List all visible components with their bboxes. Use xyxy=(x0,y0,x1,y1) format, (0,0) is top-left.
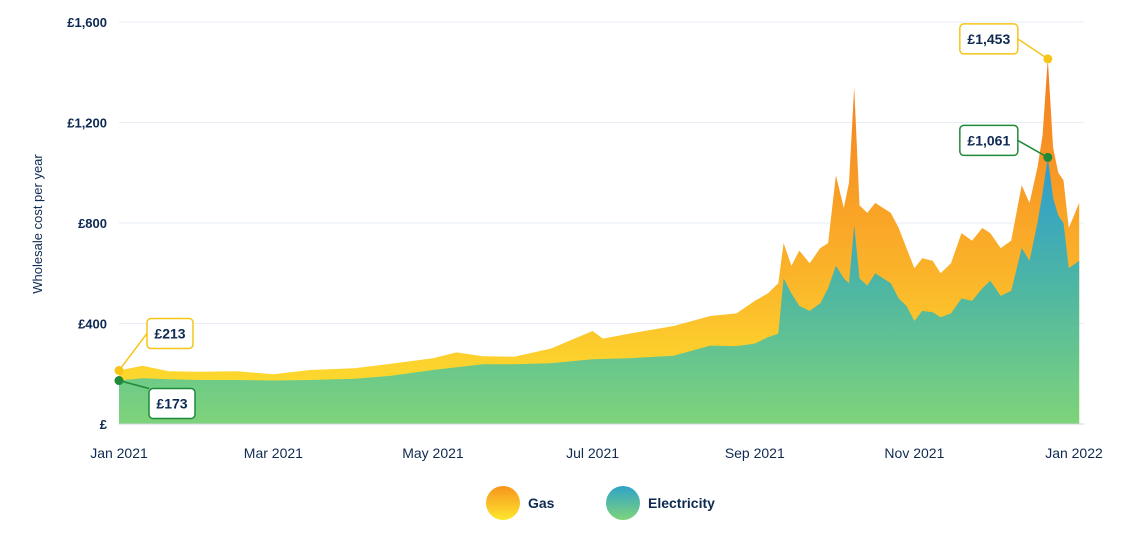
x-tick-label: Jul 2021 xyxy=(566,445,619,461)
callout-label: £1,453 xyxy=(967,31,1010,47)
y-tick-label: £800 xyxy=(78,216,107,231)
y-tick-label: £400 xyxy=(78,317,107,332)
gas-swatch-icon xyxy=(486,486,520,520)
x-tick-label: May 2021 xyxy=(402,445,464,461)
callout-line xyxy=(1017,139,1049,159)
legend-item-electricity: Electricity xyxy=(606,486,715,520)
callout-box xyxy=(148,387,196,420)
legend: Gas Electricity xyxy=(0,486,1134,526)
x-tick-label: Jan 2022 xyxy=(1045,445,1103,461)
data-point-marker xyxy=(1043,54,1053,64)
y-tick-label: £ xyxy=(100,417,108,432)
callout-label: £213 xyxy=(154,325,185,341)
annotations: £213 £173 £1,453 £1,061 xyxy=(114,23,1053,420)
electricity-area xyxy=(119,157,1080,424)
electricity-swatch-icon xyxy=(606,486,640,520)
callout-line xyxy=(118,333,148,371)
x-tick-label: Nov 2021 xyxy=(884,445,944,461)
data-point-marker xyxy=(1043,152,1053,162)
y-axis-label: Wholesale cost per year xyxy=(30,154,45,294)
callout-box xyxy=(959,124,1019,157)
callout-box xyxy=(146,317,194,350)
legend-label-electricity: Electricity xyxy=(648,495,715,511)
data-point-marker xyxy=(114,365,124,375)
legend-item-gas: Gas xyxy=(486,486,554,520)
legend-label-gas: Gas xyxy=(528,495,555,511)
callout-line xyxy=(1017,38,1049,60)
data-point-marker xyxy=(114,376,124,386)
x-tick-label: Sep 2021 xyxy=(725,445,785,461)
callout-label: £1,061 xyxy=(967,132,1010,148)
callout-label: £173 xyxy=(156,396,187,412)
y-tick-label: £1,600 xyxy=(67,15,107,30)
callout-box xyxy=(959,23,1019,55)
area-series xyxy=(119,58,1080,425)
x-tick-label: Mar 2021 xyxy=(244,445,303,461)
axes: £ £400 £800 £1,200 £1,600 Jan 2021 Mar 2021 May… xyxy=(67,15,1103,461)
y-tick-label: £1,200 xyxy=(67,116,107,131)
callout-line xyxy=(118,379,150,390)
x-tick-label: Jan 2021 xyxy=(90,445,148,461)
